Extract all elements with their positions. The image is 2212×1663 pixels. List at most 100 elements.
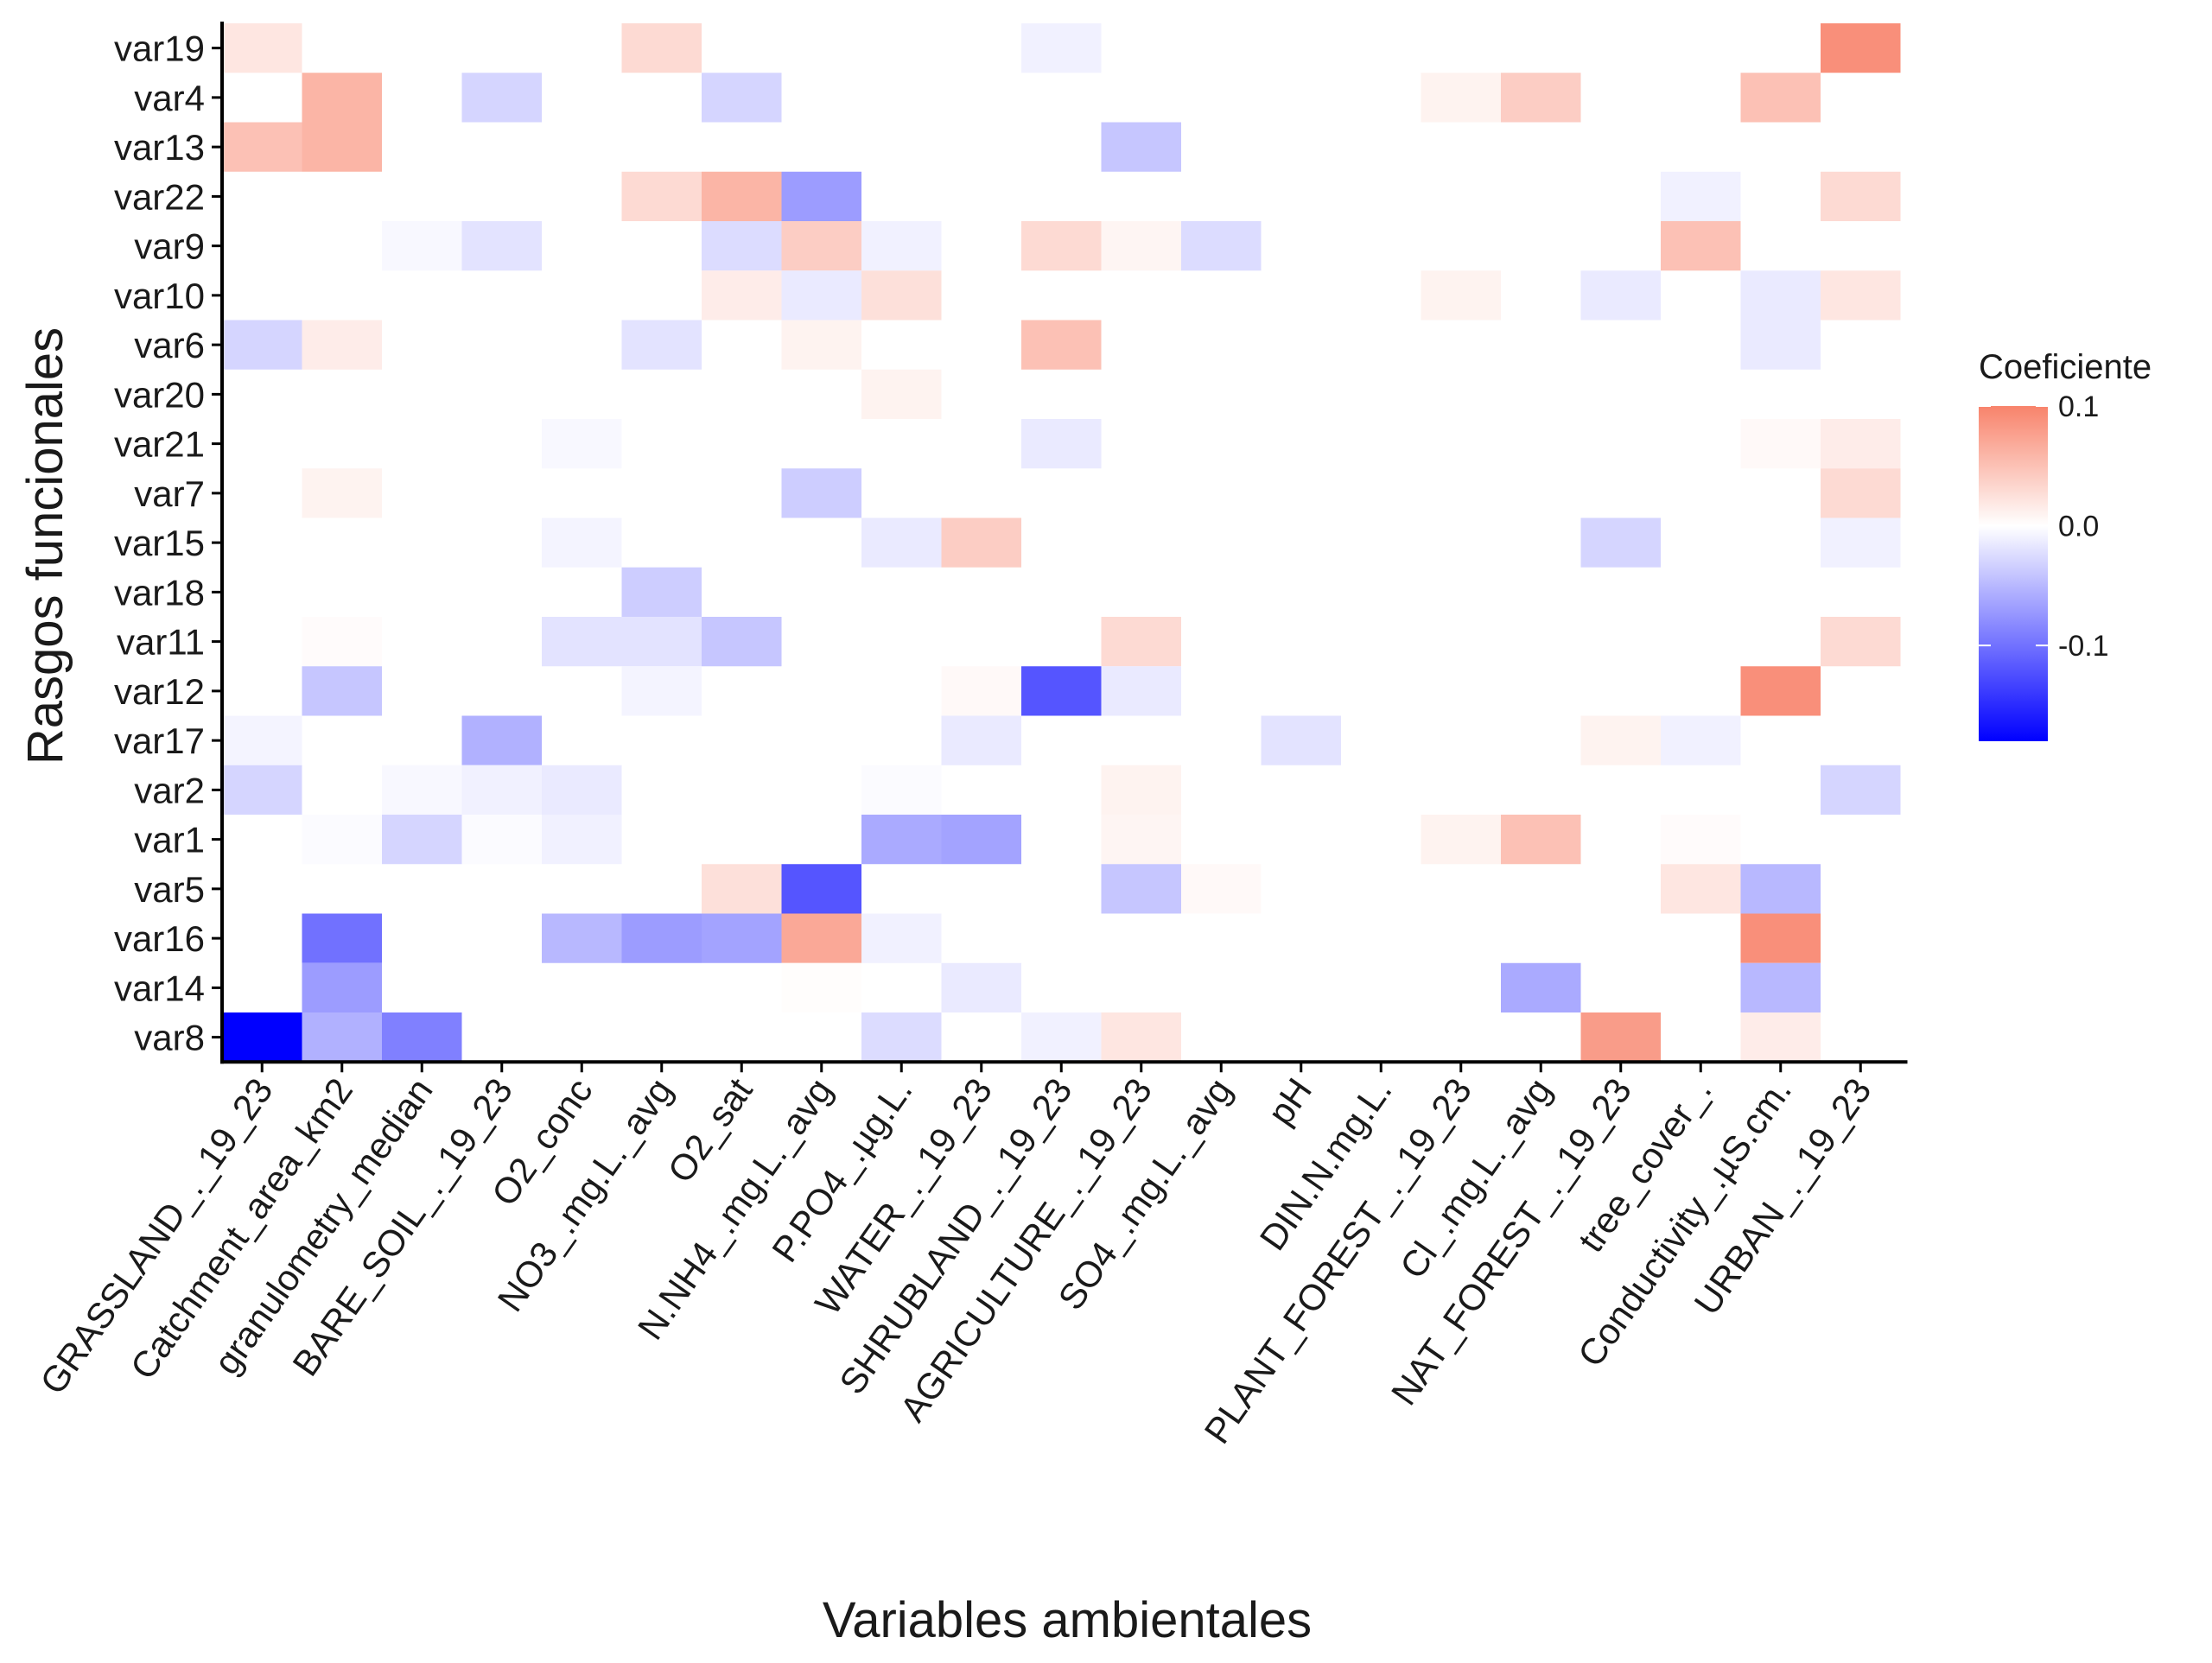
heatmap-cell-var8-0 (222, 1012, 302, 1063)
x-tick-labels: GRASSLAND_._19_23Catchment_area_km2granu… (32, 1062, 1879, 1450)
heatmap-cell-var10-6 (702, 270, 782, 321)
heatmap-cell-var16-8 (861, 913, 942, 963)
heatmap-cell-var8-2 (382, 1012, 462, 1063)
heatmap-cell-var1-9 (941, 815, 1021, 865)
heatmap-cell-var11-6 (702, 617, 782, 667)
heatmap-cell-var22-18 (1661, 171, 1741, 221)
heatmap-cell-var13-11 (1101, 122, 1181, 172)
heatmap-cell-var21-10 (1021, 419, 1102, 469)
heatmap-cell-var6-1 (302, 320, 382, 370)
heatmap-cell-var9-18 (1661, 221, 1741, 271)
y-tick-labels: var19 var4 var13 var22 var9 var10 var6 var20 var… (114, 29, 222, 1058)
heatmap-cell-var9-10 (1021, 221, 1102, 271)
y-tick-label-var4: var4 (134, 78, 205, 118)
heatmap-cell-var8-10 (1021, 1012, 1102, 1063)
heatmap-cell-var12-11 (1101, 666, 1181, 716)
heatmap-cell-var16-5 (621, 913, 702, 963)
y-tick-label-var13: var13 (114, 127, 205, 168)
y-tick-label-var9: var9 (134, 226, 205, 267)
heatmap-cell-var8-19 (1740, 1012, 1821, 1063)
heatmap-cell-var1-2 (382, 815, 462, 865)
heatmap-cell-var15-17 (1580, 517, 1661, 568)
heatmap-cell-var10-7 (781, 270, 861, 321)
heatmap-cell-var1-15 (1421, 815, 1501, 865)
heatmap-cell-var6-10 (1021, 320, 1102, 370)
y-tick-label-var5: var5 (134, 869, 205, 910)
x-axis-title: Variables ambientales (823, 1592, 1312, 1648)
heatmap-cell-var9-7 (781, 221, 861, 271)
heatmap-cell-var7-7 (781, 468, 861, 518)
y-tick-label-var1: var1 (134, 820, 205, 860)
heatmap-cell-var22-20 (1821, 171, 1901, 221)
legend-ticks: 0.1 0.0 -0.1 (1979, 390, 2109, 663)
y-tick-label-var18: var18 (114, 572, 205, 613)
heatmap-cell-var4-15 (1421, 73, 1501, 123)
legend-tick-label-0: 0.1 (2058, 390, 2099, 423)
legend: Coeficiente 0.1 0.0 -0.1 (1979, 348, 2152, 741)
heatmap-cell-var1-4 (542, 815, 622, 865)
y-tick-label-var22: var22 (114, 176, 205, 217)
heatmap-cell-var5-12 (1181, 864, 1262, 914)
heatmap-cell-var4-19 (1740, 73, 1821, 123)
heatmap-cell-var22-6 (702, 171, 782, 221)
legend-title: Coeficiente (1979, 348, 2152, 386)
heatmap-cell-var15-20 (1821, 517, 1901, 568)
y-tick-label-var11: var11 (117, 622, 205, 663)
heatmap-cell-var16-6 (702, 913, 782, 963)
heatmap-cell-var5-18 (1661, 864, 1741, 914)
heatmap-cell-var19-20 (1821, 23, 1901, 73)
heatmap-cell-var14-7 (781, 962, 861, 1012)
heatmap-cell-var21-19 (1740, 419, 1821, 469)
y-tick-label-var10: var10 (114, 276, 205, 316)
heatmap-cell-var9-8 (861, 221, 942, 271)
heatmap-cell-var11-11 (1101, 617, 1181, 667)
heatmap-cell-var5-19 (1740, 864, 1821, 914)
heatmap-cell-var16-19 (1740, 913, 1821, 963)
heatmap-cell-var22-5 (621, 171, 702, 221)
heatmap-cell-var13-1 (302, 122, 382, 172)
heatmap-cells (222, 23, 1901, 1063)
heatmap-cell-var12-10 (1021, 666, 1102, 716)
heatmap-cell-var5-7 (781, 864, 861, 914)
legend-tick-label-2: -0.1 (2058, 630, 2109, 663)
heatmap-cell-var17-3 (461, 715, 542, 765)
x-tick-label-13: pH (1260, 1070, 1319, 1132)
heatmap-cell-var4-16 (1501, 73, 1581, 123)
heatmap-cell-var9-12 (1181, 221, 1262, 271)
heatmap-cell-var9-11 (1101, 221, 1181, 271)
heatmap-cell-var15-9 (941, 517, 1021, 568)
legend-tick-label-1: 0.0 (2058, 511, 2099, 543)
heatmap-cell-var1-3 (461, 815, 542, 865)
heatmap-cell-var8-1 (302, 1012, 382, 1063)
heatmap-cell-var6-19 (1740, 320, 1821, 370)
heatmap-cell-var8-17 (1580, 1012, 1661, 1063)
heatmap-cell-var2-3 (461, 765, 542, 815)
heatmap-cell-var8-8 (861, 1012, 942, 1063)
heatmap-cell-var19-10 (1021, 23, 1102, 73)
heatmap-cell-var15-4 (542, 517, 622, 568)
heatmap-cell-var2-11 (1101, 765, 1181, 815)
heatmap-cell-var2-20 (1821, 765, 1901, 815)
heatmap-cell-var13-0 (222, 122, 302, 172)
legend-colorbar (1979, 406, 2048, 741)
y-tick-label-var12: var12 (114, 671, 205, 712)
y-tick-label-var8: var8 (134, 1018, 205, 1058)
y-axis-title: Rasgos funcionales (17, 327, 73, 765)
heatmap-cell-var4-6 (702, 73, 782, 123)
y-tick-label-var7: var7 (134, 473, 205, 514)
heatmap-cell-var11-20 (1821, 617, 1901, 667)
heatmap-cell-var22-7 (781, 171, 861, 221)
heatmap-cell-var10-17 (1580, 270, 1661, 321)
heatmap-cell-var12-1 (302, 666, 382, 716)
heatmap-cell-var17-13 (1261, 715, 1341, 765)
y-tick-label-var15: var15 (114, 523, 205, 563)
heatmap-cell-var16-1 (302, 913, 382, 963)
heatmap-cell-var1-8 (861, 815, 942, 865)
heatmap-cell-var12-5 (621, 666, 702, 716)
heatmap-cell-var9-6 (702, 221, 782, 271)
heatmap-cell-var17-17 (1580, 715, 1661, 765)
heatmap-cell-var14-1 (302, 962, 382, 1012)
heatmap-cell-var10-19 (1740, 270, 1821, 321)
